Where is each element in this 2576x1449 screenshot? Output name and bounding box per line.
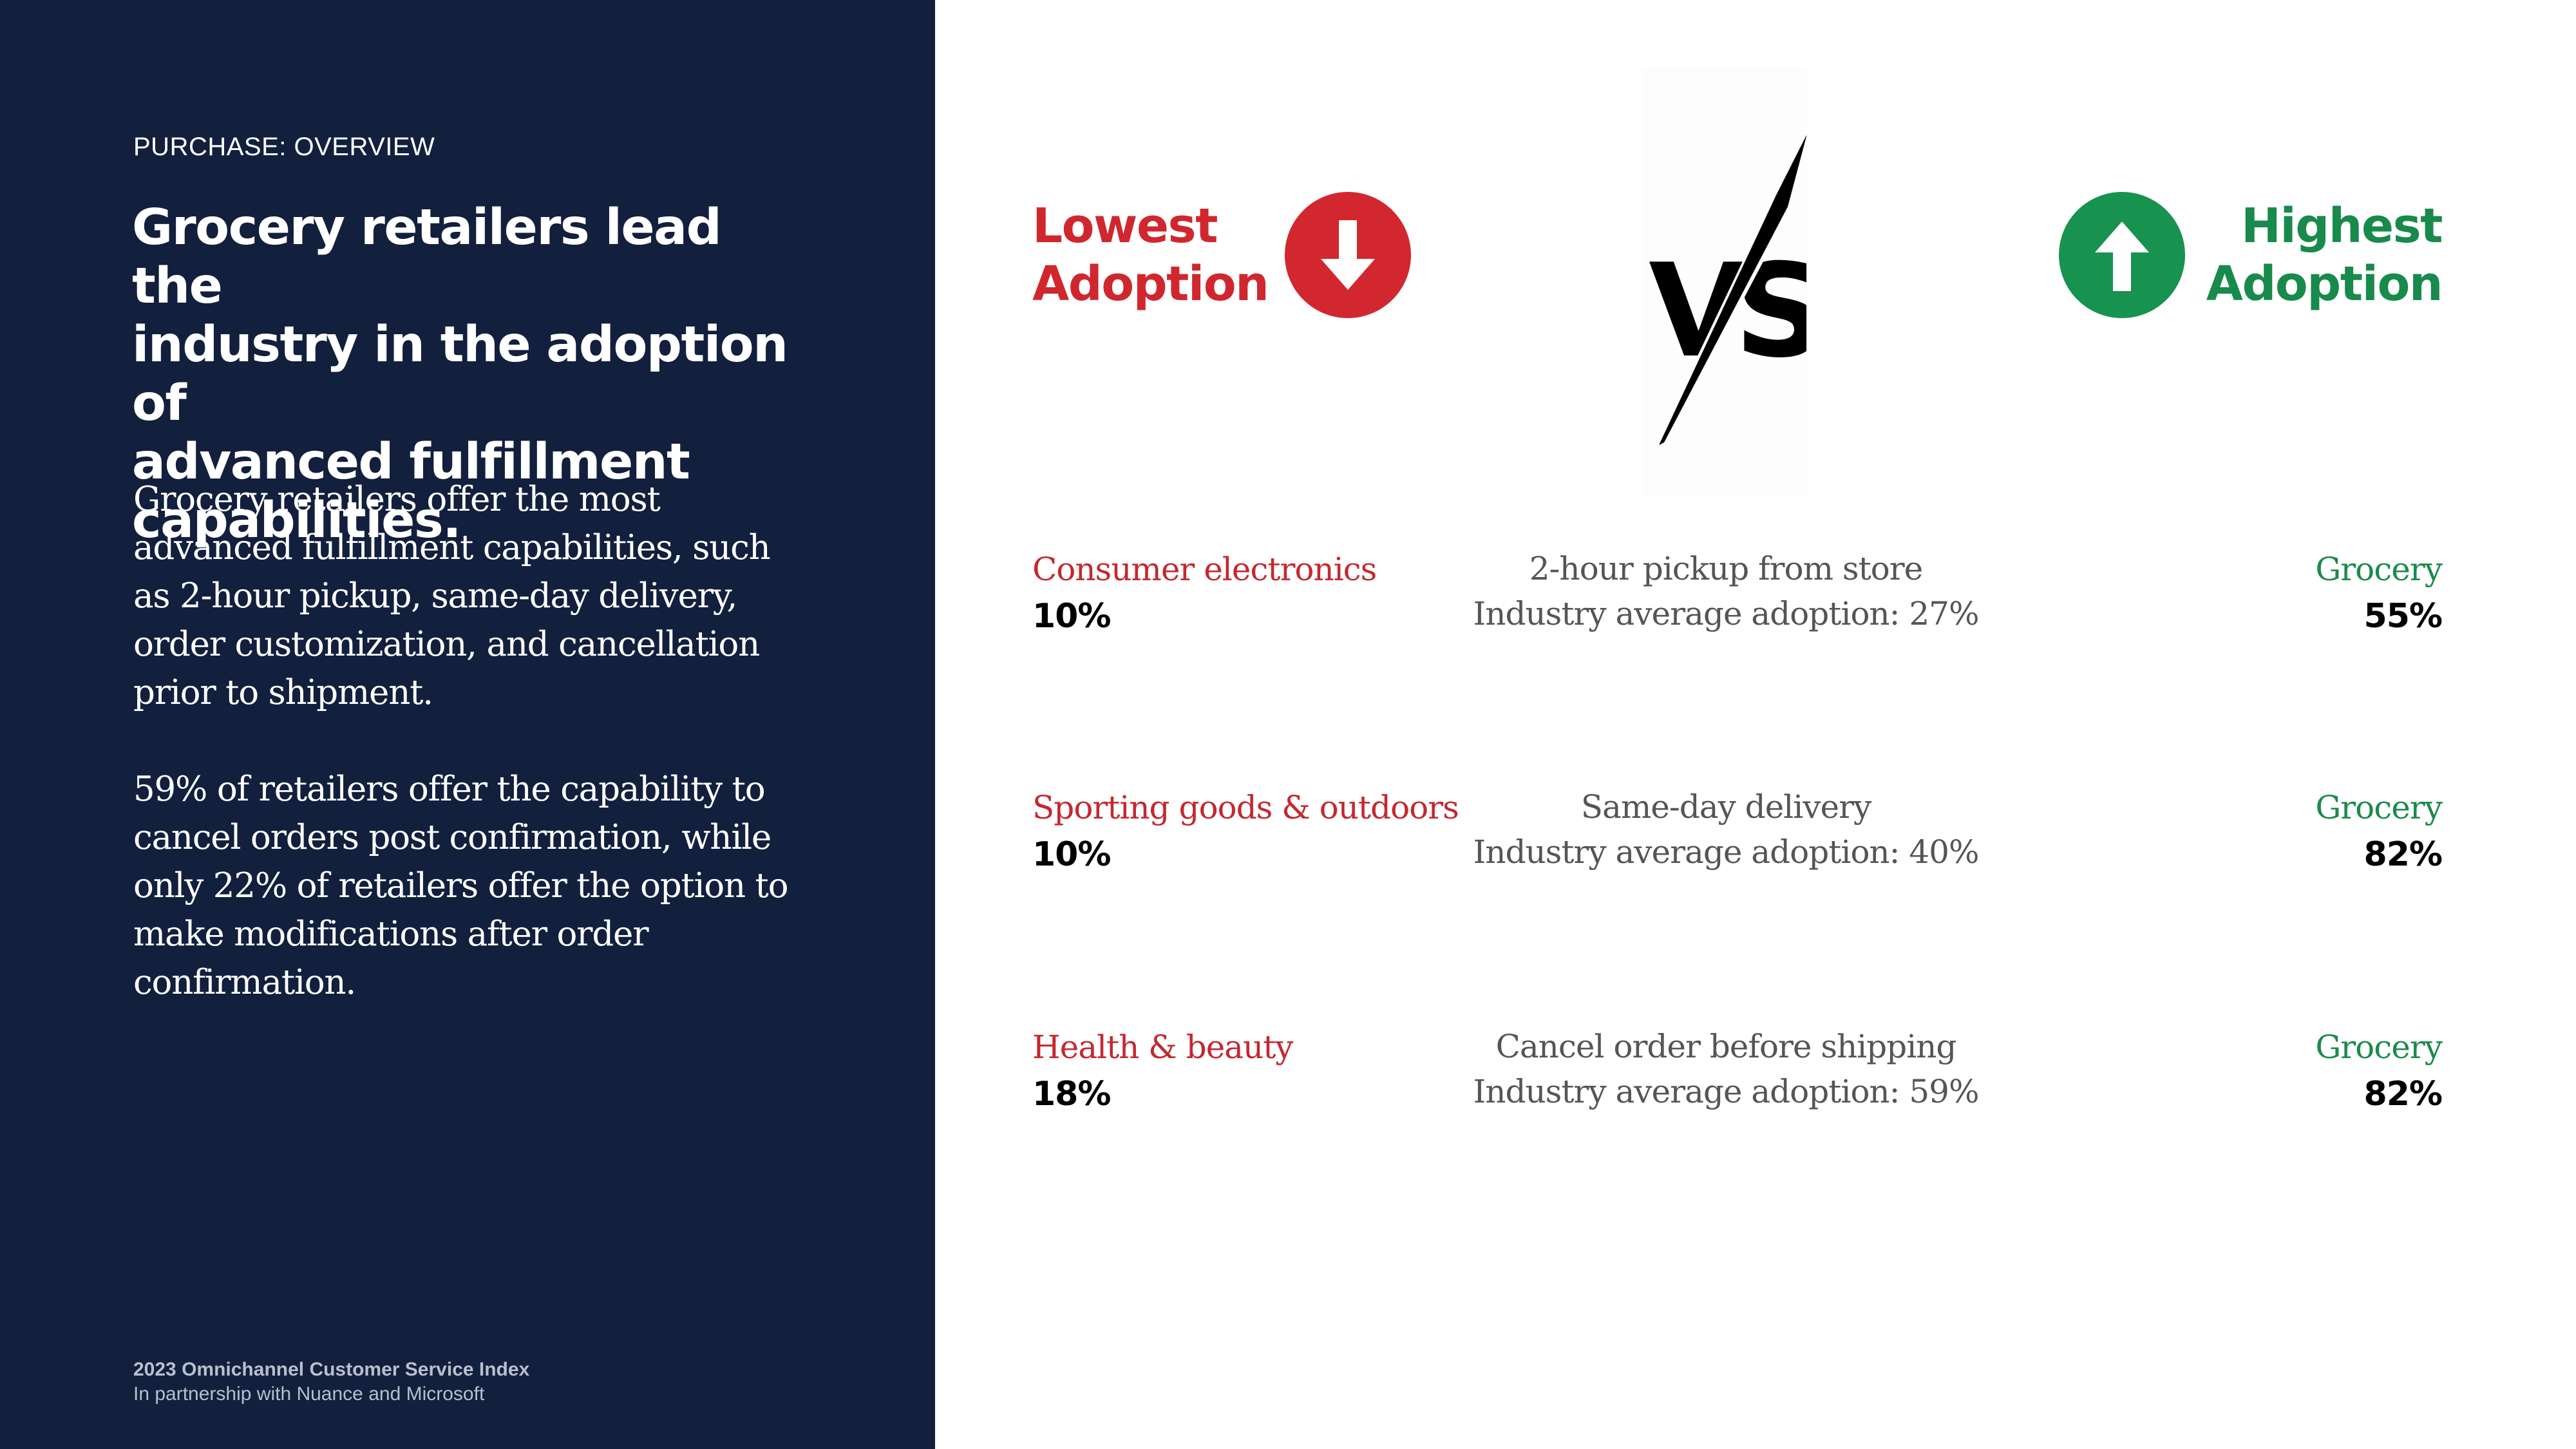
body-line: 59% of retailers offer the capability to	[133, 770, 766, 809]
industry-average: Industry average adoption: 27%	[1473, 595, 1980, 632]
highest-category-label: Grocery	[2315, 789, 2443, 826]
lowest-adoption-line: Adoption	[1032, 256, 1269, 312]
body-line: prior to shipment.	[133, 673, 433, 712]
body-line: Grocery retailers offer the most	[133, 480, 661, 519]
lowest-adoption-line: Lowest	[1032, 198, 1218, 254]
left-panel: PURCHASE: OVERVIEW Grocery retailers lea…	[0, 0, 935, 1449]
versus-icon: VS	[1642, 68, 1832, 496]
footer-subtitle: In partnership with Nuance and Microsoft	[133, 1383, 485, 1405]
headline-line: industry in the adoption of	[132, 316, 788, 432]
footer-title: 2023 Omnichannel Customer Service Index	[133, 1359, 530, 1380]
highest-category-label: Grocery	[2315, 551, 2443, 588]
body-line: make modifications after order	[133, 914, 649, 954]
industry-average: Industry average adoption: 59%	[1473, 1073, 1980, 1110]
body-line: only 22% of retailers offer the option t…	[133, 866, 789, 905]
headline: Grocery retailers lead the industry in t…	[132, 198, 802, 550]
lowest-category-value: 10%	[1032, 835, 1111, 874]
lowest-adoption-title: Lowest Adoption	[1032, 197, 1269, 313]
lowest-category-label: Sporting goods & outdoors	[1032, 789, 1459, 826]
highest-category-value: 82%	[2363, 1075, 2443, 1113]
capability-block: 2-hour pickup from store Industry averag…	[1468, 546, 1984, 636]
body-line: advanced fulfillment capabilities, such	[133, 528, 771, 567]
body-paragraph-2: 59% of retailers offer the capability to…	[133, 765, 797, 1007]
lowest-category-label: Health & beauty	[1032, 1028, 1294, 1066]
capability-name: 2-hour pickup from store	[1529, 550, 1924, 587]
industry-average: Industry average adoption: 40%	[1473, 833, 1980, 871]
body-line: cancel orders post confirmation, while	[133, 818, 772, 857]
arrow-up-circle-icon	[2059, 192, 2185, 318]
body-paragraph-1: Grocery retailers offer the most advance…	[133, 475, 797, 717]
highest-adoption-line: Highest	[2240, 198, 2443, 254]
capability-block: Same-day delivery Industry average adopt…	[1468, 784, 1984, 875]
headline-line: Grocery retailers lead the	[132, 199, 722, 315]
lowest-category-value: 10%	[1032, 597, 1111, 636]
highest-adoption-line: Adoption	[2206, 256, 2443, 312]
headline-line: advanced fulfillment	[132, 433, 690, 491]
body-line: as 2-hour pickup, same-day delivery,	[133, 576, 737, 616]
capability-block: Cancel order before shipping Industry av…	[1468, 1024, 1984, 1114]
highest-category-value: 82%	[2363, 835, 2443, 874]
headline-line: capabilities.	[132, 492, 462, 549]
highest-adoption-title: Highest Adoption	[2206, 197, 2443, 313]
capability-name: Cancel order before shipping	[1495, 1028, 1957, 1065]
body-line: order customization, and cancellation	[133, 625, 760, 664]
arrow-down-circle-icon	[1285, 192, 1411, 318]
lowest-category-value: 18%	[1032, 1075, 1111, 1113]
highest-category-label: Grocery	[2315, 1028, 2443, 1066]
section-eyebrow: PURCHASE: OVERVIEW	[133, 133, 435, 161]
versus-text: VS	[1649, 236, 1806, 386]
body-line: confirmation.	[133, 963, 356, 1002]
highest-category-value: 55%	[2363, 597, 2443, 636]
lowest-category-label: Consumer electronics	[1032, 551, 1377, 588]
capability-name: Same-day delivery	[1580, 788, 1871, 826]
